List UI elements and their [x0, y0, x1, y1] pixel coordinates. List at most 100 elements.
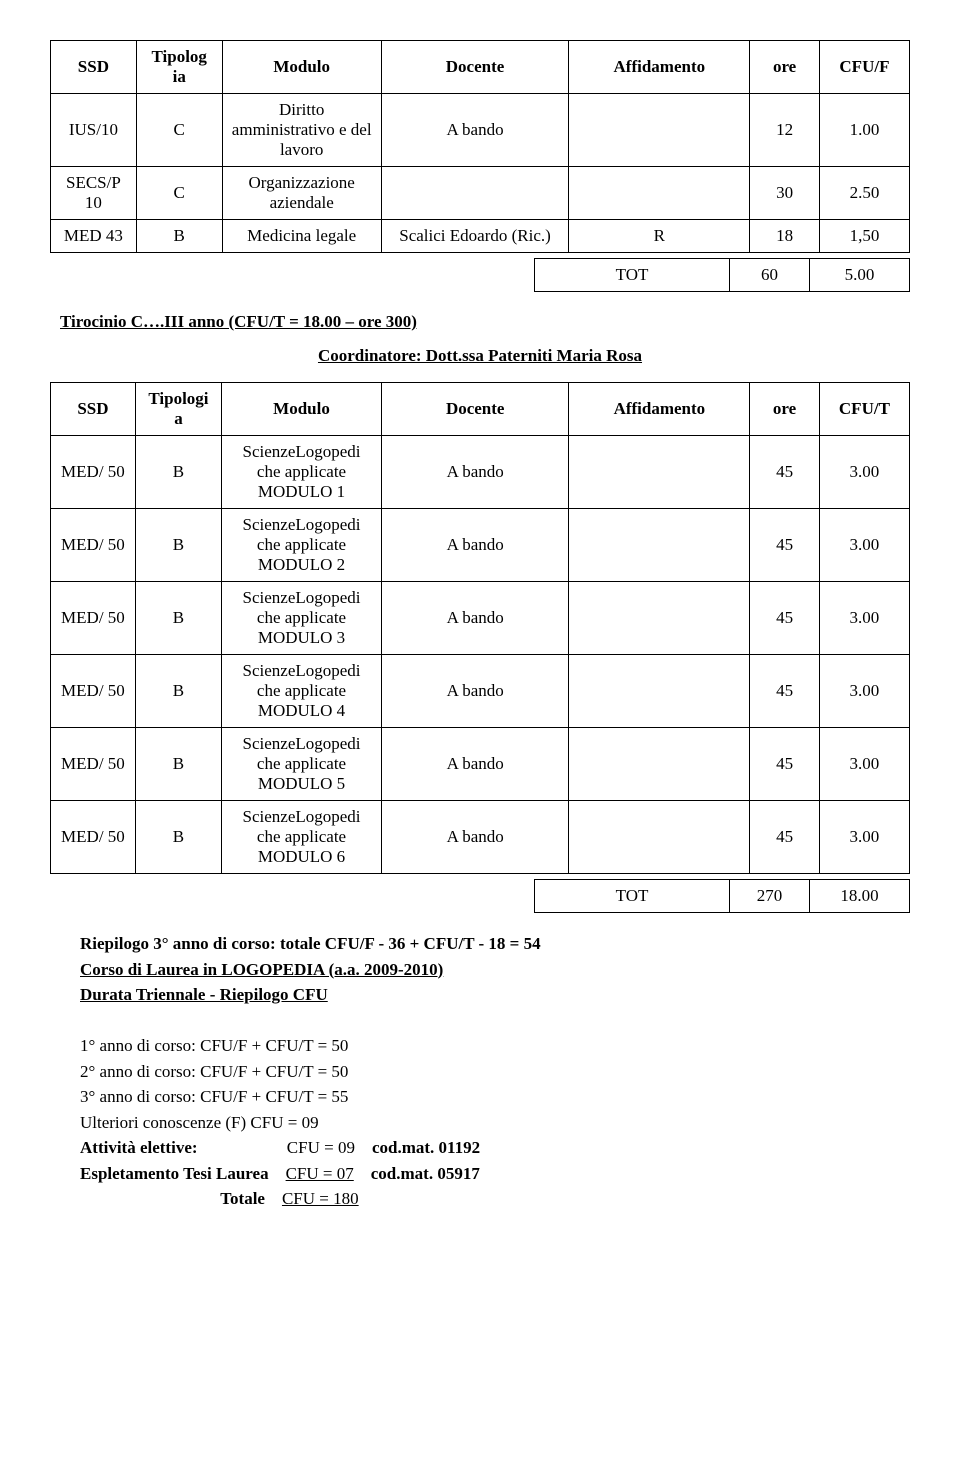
th-ssd: SSD — [51, 41, 137, 94]
cell-cfu: 3.00 — [819, 728, 909, 801]
esp-val: CFU = 07 — [286, 1164, 354, 1183]
th-ore: ore — [750, 41, 820, 94]
tot-ore: 270 — [730, 880, 810, 913]
cell-ore: 45 — [750, 801, 820, 874]
th-ore: ore — [750, 383, 820, 436]
summary-espletamento: Espletamento Tesi Laurea CFU = 07 cod.ma… — [80, 1161, 910, 1187]
cell-tip: B — [135, 655, 221, 728]
cell-tip: B — [136, 220, 222, 253]
cell-ore: 45 — [750, 509, 820, 582]
cell-doc: Scalici Edoardo (Ric.) — [381, 220, 569, 253]
cell-doc: A bando — [381, 655, 569, 728]
cell-ssd: MED/ 50 — [51, 509, 136, 582]
cell-aff — [569, 94, 750, 167]
summary-attivita: Attività elettive: CFU = 09 cod.mat. 011… — [80, 1135, 910, 1161]
cell-mod: ScienzeLogopedi che applicate MODULO 3 — [222, 582, 382, 655]
cell-ore: 18 — [750, 220, 820, 253]
th-modulo: Modulo — [222, 383, 382, 436]
th-ssd: SSD — [51, 383, 136, 436]
cell-ore: 12 — [750, 94, 820, 167]
att-cod: cod.mat. 01192 — [372, 1138, 480, 1157]
cell-aff — [569, 655, 750, 728]
cell-mod: ScienzeLogopedi che applicate MODULO 2 — [222, 509, 382, 582]
cell-ore: 45 — [750, 582, 820, 655]
cell-tip: B — [135, 509, 221, 582]
th-tipologia: Tipolog ia — [136, 41, 222, 94]
cell-ssd: MED/ 50 — [51, 801, 136, 874]
cell-ssd: MED 43 — [51, 220, 137, 253]
table-row: MED 43BMedicina legaleScalici Edoardo (R… — [51, 220, 910, 253]
total-row: TOT 60 5.00 — [535, 259, 910, 292]
cell-ore: 45 — [750, 655, 820, 728]
cell-doc: A bando — [381, 801, 569, 874]
tot-label: Totale — [220, 1189, 265, 1208]
summary-line-2: Corso di Laurea in LOGOPEDIA (a.a. 2009-… — [80, 957, 910, 983]
cell-tip: B — [135, 801, 221, 874]
att-val: CFU = 09 — [287, 1138, 355, 1157]
cell-ssd: MED/ 50 — [51, 436, 136, 509]
th-cfu: CFU/F — [819, 41, 909, 94]
th-affidamento: Affidamento — [569, 41, 750, 94]
cell-tip: C — [136, 94, 222, 167]
tot-cfu: 18.00 — [810, 880, 910, 913]
summary-ulteriori: Ulteriori conoscenze (F) CFU = 09 — [80, 1110, 910, 1136]
cell-tip: B — [135, 582, 221, 655]
cell-ssd: MED/ 50 — [51, 655, 136, 728]
table-row: MED/ 50BScienzeLogopedi che applicate MO… — [51, 655, 910, 728]
course-table-2: SSD Tipologi a Modulo Docente Affidament… — [50, 382, 910, 874]
cell-cfu: 1.00 — [819, 94, 909, 167]
table1-total: TOT 60 5.00 — [534, 258, 910, 292]
cell-cfu: 3.00 — [819, 801, 909, 874]
cell-tip: C — [136, 167, 222, 220]
cell-doc: A bando — [381, 582, 569, 655]
tot-cfu: 5.00 — [810, 259, 910, 292]
table-header-row: SSD Tipologi a Modulo Docente Affidament… — [51, 383, 910, 436]
cell-doc: A bando — [381, 94, 569, 167]
total-row: TOT 270 18.00 — [535, 880, 910, 913]
cell-aff — [569, 167, 750, 220]
summary-year-1: 1° anno di corso: CFU/F + CFU/T = 50 — [80, 1033, 910, 1059]
cell-cfu: 1,50 — [819, 220, 909, 253]
cell-doc — [381, 167, 569, 220]
cell-ssd: MED/ 50 — [51, 728, 136, 801]
cell-aff — [569, 509, 750, 582]
summary-line-3: Durata Triennale - Riepilogo CFU — [80, 982, 910, 1008]
cell-mod: Organizzazione aziendale — [222, 167, 381, 220]
summary-year-3: 3° anno di corso: CFU/F + CFU/T = 55 — [80, 1084, 910, 1110]
esp-cod: cod.mat. 05917 — [371, 1164, 480, 1183]
cell-aff: R — [569, 220, 750, 253]
tot-label: TOT — [535, 259, 730, 292]
summary-line-1: Riepilogo 3° anno di corso: totale CFU/F… — [80, 931, 910, 957]
summary-block: Riepilogo 3° anno di corso: totale CFU/F… — [80, 931, 910, 1212]
th-modulo: Modulo — [222, 41, 381, 94]
table-header-row: SSD Tipolog ia Modulo Docente Affidament… — [51, 41, 910, 94]
table-row: MED/ 50BScienzeLogopedi che applicate MO… — [51, 728, 910, 801]
att-label: Attività elettive: — [80, 1138, 198, 1157]
summary-totale: Totale CFU = 180 — [80, 1186, 910, 1212]
cell-cfu: 3.00 — [819, 582, 909, 655]
course-table-1: SSD Tipolog ia Modulo Docente Affidament… — [50, 40, 910, 253]
cell-mod: ScienzeLogopedi che applicate MODULO 5 — [222, 728, 382, 801]
th-docente: Docente — [381, 383, 569, 436]
cell-ssd: IUS/10 — [51, 94, 137, 167]
cell-ssd: SECS/P 10 — [51, 167, 137, 220]
cell-doc: A bando — [381, 728, 569, 801]
cell-cfu: 2.50 — [819, 167, 909, 220]
summary-year-2: 2° anno di corso: CFU/F + CFU/T = 50 — [80, 1059, 910, 1085]
cell-ore: 45 — [750, 436, 820, 509]
cell-tip: B — [135, 436, 221, 509]
cell-mod: ScienzeLogopedi che applicate MODULO 4 — [222, 655, 382, 728]
th-cfu: CFU/T — [819, 383, 909, 436]
table-row: MED/ 50BScienzeLogopedi che applicate MO… — [51, 801, 910, 874]
cell-aff — [569, 728, 750, 801]
table-row: MED/ 50BScienzeLogopedi che applicate MO… — [51, 509, 910, 582]
tot-label: TOT — [535, 880, 730, 913]
cell-mod: ScienzeLogopedi che applicate MODULO 6 — [222, 801, 382, 874]
th-docente: Docente — [381, 41, 569, 94]
th-tipologia: Tipologi a — [135, 383, 221, 436]
cell-mod: Diritto amministrativo e del lavoro — [222, 94, 381, 167]
cell-ore: 30 — [750, 167, 820, 220]
cell-mod: Medicina legale — [222, 220, 381, 253]
table-row: SECS/P 10COrganizzazione aziendale 302.50 — [51, 167, 910, 220]
cell-aff — [569, 801, 750, 874]
